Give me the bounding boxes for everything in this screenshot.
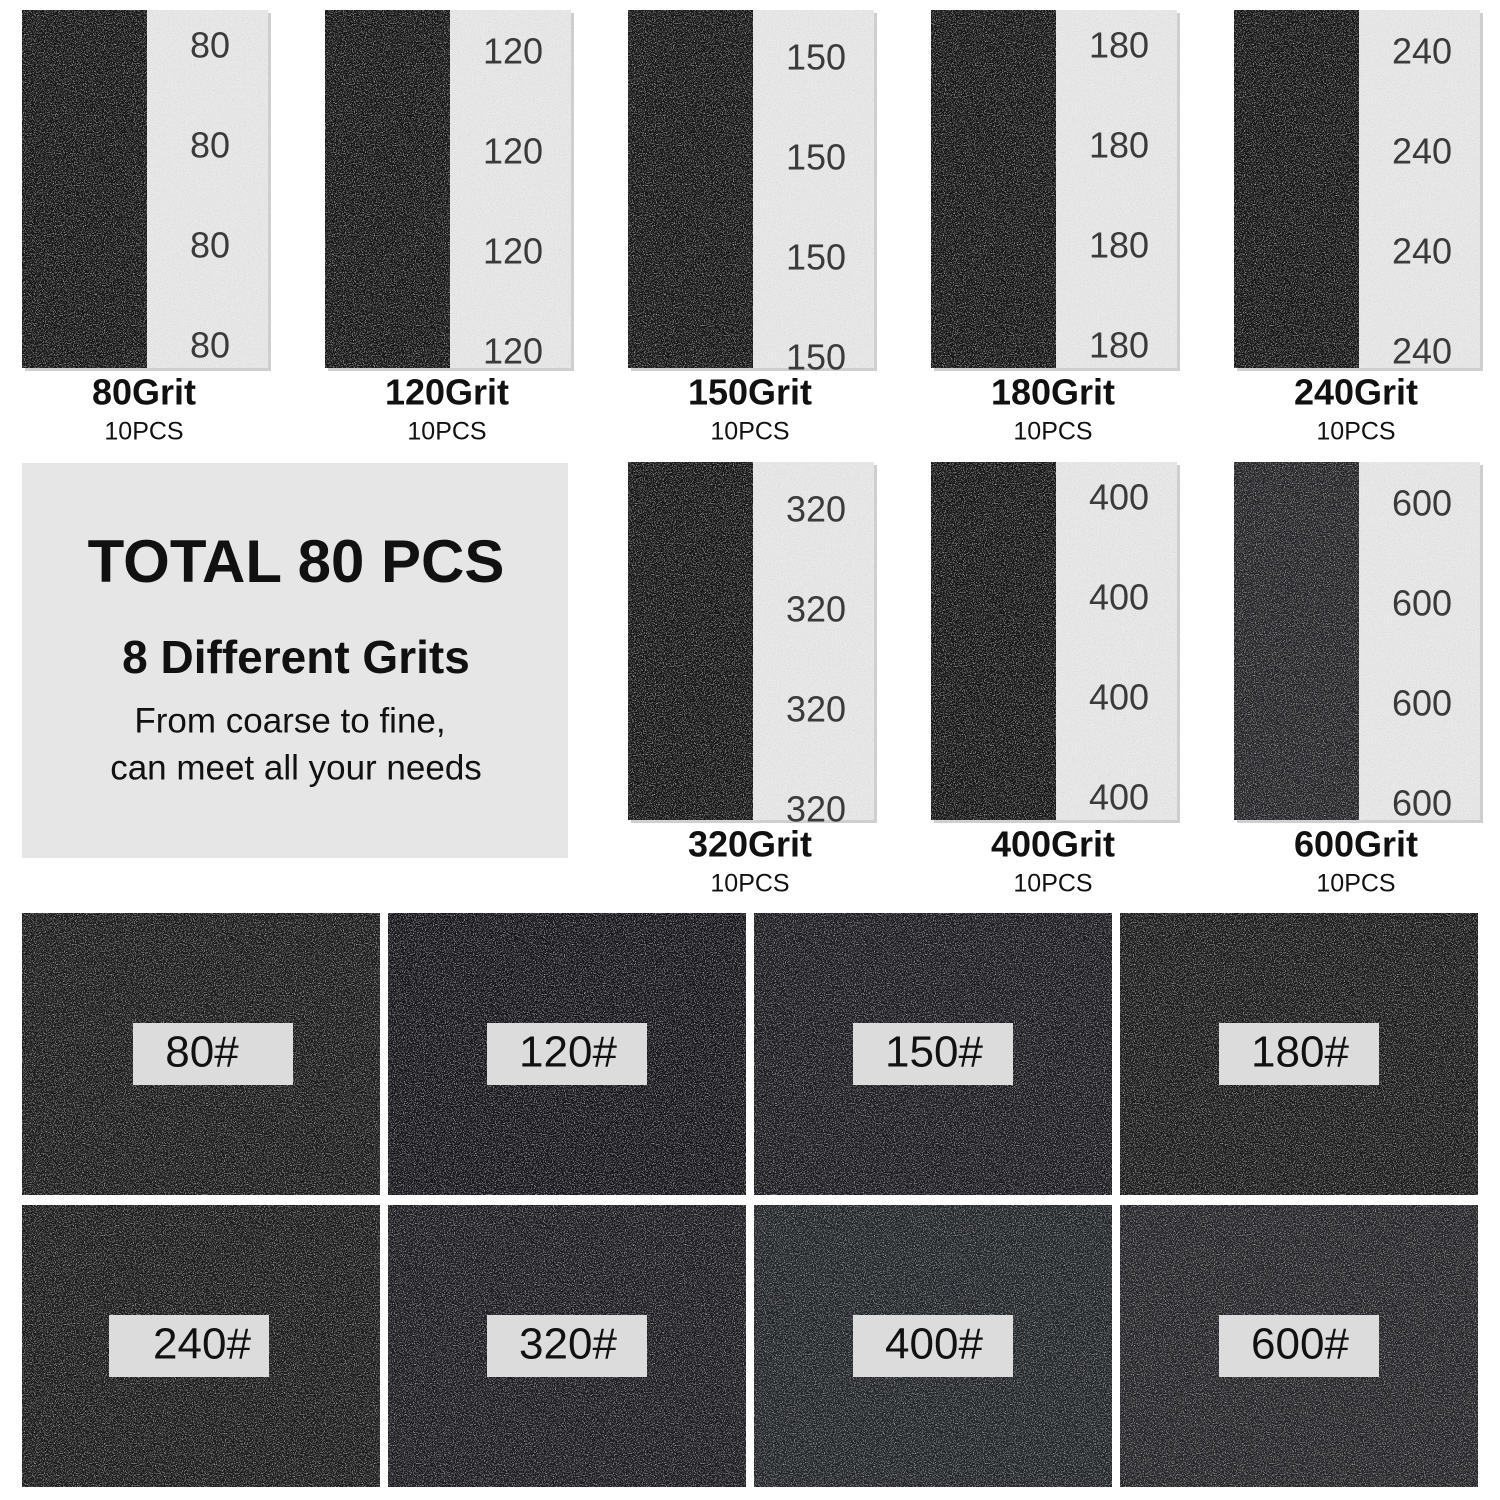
back-print: 150 (786, 137, 846, 178)
grit-label: 320Grit (688, 824, 812, 865)
sheet-front (628, 462, 753, 820)
info-panel (22, 463, 568, 858)
grit-tag: 180# (1251, 1028, 1349, 1077)
back-print: 240 (1392, 231, 1452, 272)
back-print: 240 (1392, 31, 1452, 72)
sheet-front (1234, 10, 1359, 368)
sheet-front (325, 10, 450, 368)
pack-count: 10PCS (710, 418, 789, 446)
back-print: 180 (1089, 125, 1149, 166)
grit-label: 120Grit (385, 372, 509, 413)
grit-label: 80Grit (92, 372, 196, 413)
back-print: 320 (786, 789, 846, 830)
sheet-back (1359, 10, 1480, 368)
back-print: 600 (1392, 783, 1452, 824)
back-print: 400 (1089, 477, 1149, 518)
grit-tag-bg (1219, 1023, 1379, 1085)
back-print: 120 (483, 131, 543, 172)
grit-tag: 320# (519, 1320, 617, 1369)
grit-tag: 400# (885, 1320, 983, 1369)
sheet-front (931, 10, 1056, 368)
back-print: 600 (1392, 583, 1452, 624)
grit-tag-bg (853, 1315, 1013, 1377)
sheet-front (628, 10, 753, 368)
grit-tag-bg (487, 1315, 647, 1377)
back-print: 120 (483, 31, 543, 72)
info-line: From coarse to fine, (134, 701, 445, 740)
back-print: 600 (1392, 683, 1452, 724)
grit-tag-bg (133, 1023, 293, 1085)
back-print: 150 (786, 37, 846, 78)
back-print: 240 (1392, 131, 1452, 172)
back-print: 80 (190, 125, 230, 166)
sheet-back (450, 10, 571, 368)
back-print: 400 (1089, 677, 1149, 718)
back-print: 80 (190, 325, 230, 366)
back-print: 150 (786, 337, 846, 378)
info-subtitle: 8 Different Grits (122, 631, 470, 683)
back-print: 120 (483, 231, 543, 272)
pack-count: 10PCS (104, 418, 183, 446)
pack-count: 10PCS (1013, 418, 1092, 446)
back-print: 180 (1089, 325, 1149, 366)
sheet-back (1056, 462, 1177, 820)
grit-tag: 120# (519, 1028, 617, 1077)
back-print: 320 (786, 689, 846, 730)
sheet-back (753, 10, 874, 368)
sheet-back (1056, 10, 1177, 368)
grit-tag: 600# (1251, 1320, 1349, 1369)
back-print: 400 (1089, 577, 1149, 618)
grit-label: 180Grit (991, 372, 1115, 413)
pack-count: 10PCS (407, 418, 486, 446)
sheet-back (147, 10, 268, 368)
pack-count: 10PCS (1316, 870, 1395, 898)
grit-label: 240Grit (1294, 372, 1418, 413)
pack-count: 10PCS (710, 870, 789, 898)
info-title: TOTAL 80 PCS (88, 528, 505, 595)
grit-tag-bg (487, 1023, 647, 1085)
grit-tag-bg (853, 1023, 1013, 1085)
pack-count: 10PCS (1013, 870, 1092, 898)
sheet-front (931, 462, 1056, 820)
grit-label: 150Grit (688, 372, 812, 413)
back-print: 400 (1089, 777, 1149, 818)
sheet-back (1359, 462, 1480, 820)
back-print: 180 (1089, 225, 1149, 266)
back-print: 600 (1392, 483, 1452, 524)
grit-label: 600Grit (1294, 824, 1418, 865)
back-print: 320 (786, 489, 846, 530)
grit-tag-bg (109, 1315, 269, 1377)
back-print: 150 (786, 237, 846, 278)
back-print: 320 (786, 589, 846, 630)
grit-tag: 240# (153, 1320, 251, 1369)
back-print: 180 (1089, 25, 1149, 66)
back-print: 240 (1392, 331, 1452, 372)
grit-label: 400Grit (991, 824, 1115, 865)
back-print: 80 (190, 225, 230, 266)
back-print: 80 (190, 25, 230, 66)
back-print: 120 (483, 331, 543, 372)
grit-tag: 80# (165, 1028, 239, 1077)
grit-tag: 150# (885, 1028, 983, 1077)
sheet-front (1234, 462, 1359, 820)
sheet-back (753, 462, 874, 820)
sheet-front (22, 10, 147, 368)
grit-tag-bg (1219, 1315, 1379, 1377)
info-line: can meet all your needs (110, 748, 482, 787)
pack-count: 10PCS (1316, 418, 1395, 446)
